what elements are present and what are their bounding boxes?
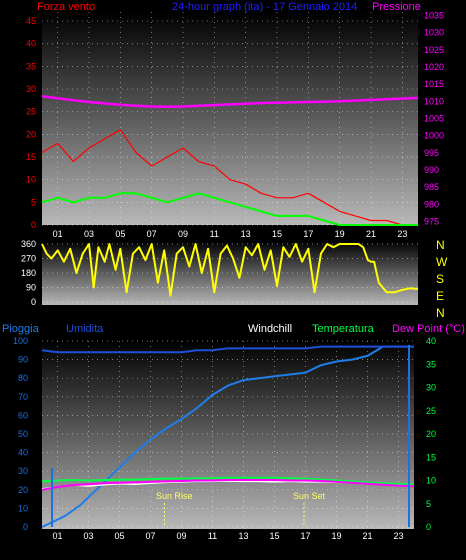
x-tick-label: 19 bbox=[331, 531, 341, 541]
y-tick-label: 20 bbox=[26, 129, 36, 139]
sunrise-label: Sun Rise bbox=[156, 491, 193, 501]
y-tick-label: 30 bbox=[18, 466, 28, 476]
y-tick-label: 20 bbox=[18, 485, 28, 495]
x-tick-label: 07 bbox=[147, 229, 157, 239]
x-tick-label: 05 bbox=[114, 531, 124, 541]
right-tick-label: 1005 bbox=[424, 114, 444, 124]
x-tick-label: 21 bbox=[362, 531, 372, 541]
x-tick-label: 05 bbox=[115, 229, 125, 239]
right-tick-label: 30 bbox=[426, 383, 436, 393]
series-line bbox=[41, 345, 414, 528]
x-tick-label: 01 bbox=[53, 229, 63, 239]
right-tick-label: 20 bbox=[426, 429, 436, 439]
y-tick-label: 70 bbox=[18, 392, 28, 402]
y-tick-label: 40 bbox=[18, 448, 28, 458]
y-tick-label: 80 bbox=[18, 373, 28, 383]
sunset-label: Sun Set bbox=[293, 491, 326, 501]
y-tick-label: 40 bbox=[26, 39, 36, 49]
right-tick-label: 15 bbox=[426, 452, 436, 462]
y-tick-label: 10 bbox=[26, 175, 36, 185]
humidity-label: Umidita bbox=[66, 323, 104, 335]
x-tick-label: 11 bbox=[210, 229, 219, 239]
y-tick-label: 30 bbox=[26, 84, 36, 94]
dewpoint-label: Dew Point (°C) bbox=[392, 323, 465, 335]
windchill-label: Windchill bbox=[248, 323, 292, 335]
x-tick-label: 11 bbox=[208, 531, 217, 541]
right-tick-label: 995 bbox=[424, 148, 439, 158]
pressure-label: Pressione bbox=[372, 1, 421, 13]
x-tick-label: 09 bbox=[178, 229, 188, 239]
y-tick-label: 35 bbox=[26, 61, 36, 71]
right-tick-label: 25 bbox=[426, 406, 436, 416]
y-tick-label: 25 bbox=[26, 107, 36, 117]
series-line bbox=[41, 129, 418, 226]
right-tick-label: 10 bbox=[426, 476, 436, 486]
y-tick-label: 45 bbox=[26, 16, 36, 26]
y-tick-label: 0 bbox=[23, 522, 28, 532]
x-tick-label: 23 bbox=[397, 229, 407, 239]
x-tick-label: 09 bbox=[176, 531, 186, 541]
temp-panel bbox=[42, 340, 414, 529]
compass-label: S bbox=[436, 272, 444, 286]
right-tick-label: 975 bbox=[424, 217, 439, 227]
x-tick-label: 07 bbox=[145, 531, 155, 541]
compass-label: N bbox=[436, 306, 445, 320]
temperature-label: Temperatura bbox=[312, 323, 375, 335]
right-tick-label: 985 bbox=[424, 182, 439, 192]
x-tick-label: 03 bbox=[83, 531, 93, 541]
y-tick-label: 5 bbox=[31, 197, 36, 207]
chart-title: 24-hour graph (ita) - 17 Gennaio 2014 bbox=[172, 1, 357, 13]
y-tick-label: 100 bbox=[13, 336, 28, 346]
y-tick-label: 90 bbox=[26, 283, 36, 293]
series-line bbox=[41, 479, 415, 491]
right-tick-label: 1035 bbox=[424, 10, 444, 20]
series-line bbox=[41, 345, 414, 354]
y-tick-label: 0 bbox=[31, 220, 36, 230]
x-tick-label: 17 bbox=[300, 531, 310, 541]
y-tick-label: 180 bbox=[21, 268, 36, 278]
compass-label: N bbox=[436, 238, 445, 252]
x-tick-label: 03 bbox=[84, 229, 94, 239]
x-tick-label: 19 bbox=[335, 229, 345, 239]
x-tick-label: 21 bbox=[366, 229, 376, 239]
y-tick-label: 10 bbox=[18, 503, 28, 513]
series-line bbox=[41, 192, 418, 226]
wind-panel bbox=[42, 12, 418, 225]
y-tick-label: 0 bbox=[31, 297, 36, 307]
right-tick-label: 1025 bbox=[424, 45, 444, 55]
y-tick-label: 270 bbox=[21, 254, 36, 264]
y-tick-label: 360 bbox=[21, 239, 36, 249]
wind-label: Forza vento bbox=[37, 1, 95, 13]
right-tick-label: 1000 bbox=[424, 131, 444, 141]
right-tick-label: 1020 bbox=[424, 62, 444, 72]
compass-axis: N W S E N bbox=[436, 238, 448, 320]
series-line bbox=[41, 243, 419, 297]
right-tick-label: 5 bbox=[426, 499, 431, 509]
compass-label: E bbox=[436, 289, 444, 303]
right-tick-label: 35 bbox=[426, 359, 436, 369]
y-tick-label: 50 bbox=[18, 429, 28, 439]
x-tick-label: 13 bbox=[238, 531, 248, 541]
series-line bbox=[41, 94, 419, 109]
right-tick-label: 990 bbox=[424, 165, 439, 175]
x-tick-label: 15 bbox=[272, 229, 282, 239]
series-line bbox=[41, 476, 415, 486]
right-tick-label: 40 bbox=[426, 336, 436, 346]
right-tick-label: 1010 bbox=[424, 96, 444, 106]
x-tick-label: 13 bbox=[241, 229, 251, 239]
right-tick-label: 0 bbox=[426, 522, 431, 532]
x-tick-label: 01 bbox=[52, 531, 62, 541]
y-tick-label: 90 bbox=[18, 355, 28, 365]
rain-label: Pioggia bbox=[2, 323, 40, 335]
right-tick-label: 1015 bbox=[424, 79, 444, 89]
y-tick-label: 15 bbox=[26, 152, 36, 162]
right-tick-label: 980 bbox=[424, 199, 439, 209]
x-tick-label: 17 bbox=[303, 229, 313, 239]
compass-label: W bbox=[436, 255, 448, 269]
y-tick-label: 60 bbox=[18, 410, 28, 420]
x-tick-label: 15 bbox=[269, 531, 279, 541]
right-tick-label: 1030 bbox=[424, 28, 444, 38]
x-tick-label: 23 bbox=[393, 531, 403, 541]
